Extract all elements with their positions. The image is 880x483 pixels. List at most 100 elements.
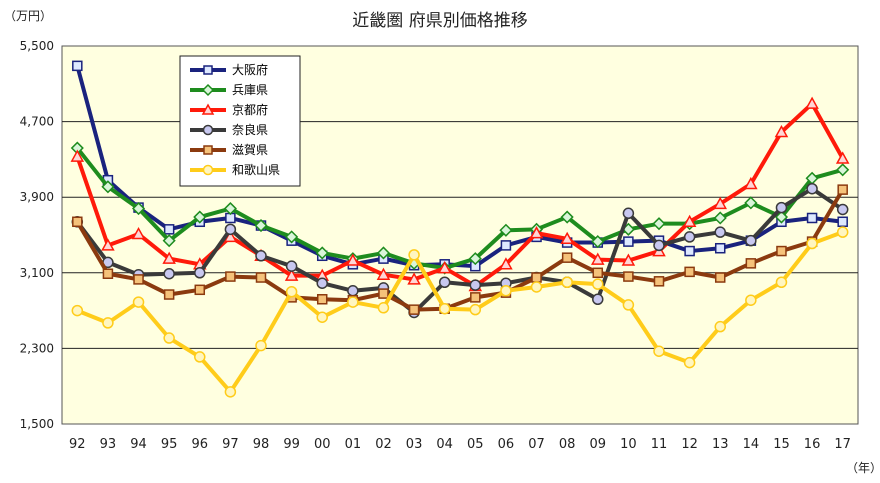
data-point xyxy=(163,289,175,300)
legend-marker xyxy=(203,65,213,75)
data-point xyxy=(713,211,727,225)
x-tick-label: 14 xyxy=(743,437,760,452)
data-point xyxy=(133,274,144,285)
legend-label: 和歌山県 xyxy=(232,162,280,177)
legend-label: 大阪府 xyxy=(232,62,268,77)
data-point xyxy=(193,210,207,224)
legend-marker xyxy=(201,83,215,97)
legend-item: 大阪府 xyxy=(190,62,268,77)
legend-box xyxy=(179,55,301,187)
legend-marker xyxy=(202,164,214,176)
x-tick-label: 01 xyxy=(345,437,362,452)
x-tick-label: 15 xyxy=(773,437,790,452)
data-point xyxy=(223,201,237,216)
data-point xyxy=(224,386,237,398)
data-point xyxy=(285,285,298,298)
y-tick-label: 3,900 xyxy=(20,190,54,204)
data-point xyxy=(376,246,391,260)
data-point xyxy=(683,231,696,243)
x-tick-label: 96 xyxy=(191,437,208,452)
data-point xyxy=(592,278,604,290)
data-point xyxy=(131,226,146,240)
y-tick-label: 4,700 xyxy=(20,115,54,129)
x-tick-label: 10 xyxy=(620,437,637,452)
data-point xyxy=(408,304,420,315)
data-point xyxy=(285,260,298,272)
data-point xyxy=(713,196,727,210)
legend-marker xyxy=(202,124,214,136)
x-tick-label: 12 xyxy=(681,437,698,452)
data-point xyxy=(531,272,542,283)
data-point xyxy=(836,163,850,177)
x-tick-label: 02 xyxy=(375,437,392,452)
data-point xyxy=(408,249,420,261)
data-point xyxy=(163,332,175,344)
legend-item: 滋賀県 xyxy=(190,143,268,157)
data-point xyxy=(774,124,789,138)
plot-area: 1,500 2,300 3,100 3,900 4,700 5,500 92 93 94 95 96… xyxy=(20,39,859,452)
x-axis-unit: （年） xyxy=(846,461,880,475)
data-point xyxy=(621,253,636,266)
data-point xyxy=(776,245,787,257)
data-point xyxy=(499,257,513,270)
data-point xyxy=(592,267,604,279)
data-point xyxy=(837,216,848,228)
x-tick-label: 04 xyxy=(436,437,453,452)
legend-marker xyxy=(203,145,213,155)
x-tick-label: 92 xyxy=(69,437,86,452)
data-point xyxy=(437,261,452,274)
data-point xyxy=(72,216,83,228)
data-point xyxy=(744,196,758,210)
data-point xyxy=(71,304,84,317)
data-point xyxy=(622,207,635,220)
data-point xyxy=(377,302,390,314)
data-point xyxy=(378,288,389,299)
data-point xyxy=(102,268,114,279)
x-tick-label: 07 xyxy=(528,437,545,452)
legend-item: 奈良県 xyxy=(190,122,268,137)
x-tick-label: 00 xyxy=(314,437,331,452)
data-point xyxy=(70,149,85,162)
data-point xyxy=(653,345,665,357)
data-point xyxy=(255,250,267,262)
data-point xyxy=(194,267,206,279)
data-point xyxy=(438,276,451,288)
legend-label: 京都府 xyxy=(232,102,268,117)
y-tick-label: 1,500 xyxy=(20,417,54,431)
x-tick-label: 93 xyxy=(100,437,117,452)
x-tick-label: 99 xyxy=(283,437,300,452)
data-point xyxy=(653,276,665,287)
data-point xyxy=(162,234,176,248)
data-point xyxy=(469,279,482,291)
data-point xyxy=(284,268,299,281)
data-point xyxy=(714,272,726,283)
data-point xyxy=(316,311,328,323)
x-tick-label: 13 xyxy=(712,437,729,452)
data-point xyxy=(683,356,696,369)
legend-marker xyxy=(201,103,215,115)
y-tick-label: 3,100 xyxy=(20,266,54,280)
data-point xyxy=(745,294,757,306)
data-point xyxy=(805,96,819,109)
data-point xyxy=(714,226,726,238)
x-tick-label: 11 xyxy=(651,437,668,452)
data-point xyxy=(315,246,329,260)
chart-title: 近畿圏 府県別価格推移 xyxy=(352,11,527,31)
data-point xyxy=(836,226,849,238)
data-point xyxy=(194,284,206,296)
data-point xyxy=(346,253,360,266)
data-point xyxy=(163,224,175,235)
data-point xyxy=(745,234,757,247)
data-point xyxy=(623,271,634,282)
legend-item: 和歌山県 xyxy=(190,162,280,177)
x-tick-label: 03 xyxy=(406,437,423,452)
y-tick-label: 5,500 xyxy=(20,39,54,53)
data-point xyxy=(254,218,268,233)
data-point xyxy=(255,272,267,283)
x-tick-label: 06 xyxy=(498,437,515,452)
data-point xyxy=(131,201,146,216)
data-point xyxy=(469,303,482,316)
data-point xyxy=(806,237,818,250)
data-point xyxy=(225,271,236,282)
